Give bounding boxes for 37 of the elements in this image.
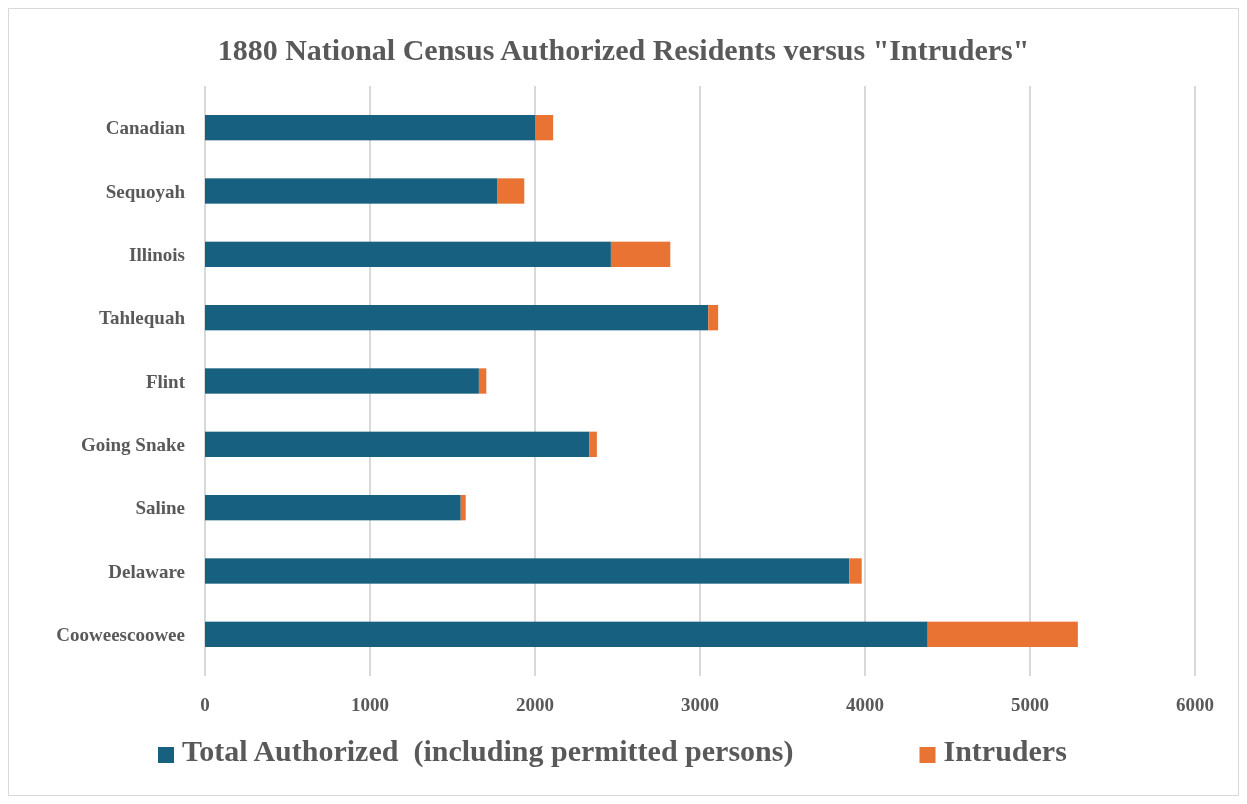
bar — [497, 178, 525, 204]
y-tick-label: Delaware — [108, 560, 185, 582]
bar — [589, 431, 597, 457]
legend-label: Intruders — [943, 734, 1067, 767]
bar — [205, 431, 590, 457]
bar — [205, 115, 535, 141]
y-tick-label: Cooweescoowee — [56, 623, 185, 645]
bar — [205, 178, 498, 204]
legend-label: Total Authorized (including permitted persons) — [182, 734, 794, 768]
x-tick-label: 0 — [200, 694, 210, 715]
bar — [205, 368, 479, 394]
bar — [849, 558, 862, 584]
bar — [205, 495, 461, 521]
bar — [478, 368, 487, 394]
x-tick-label: 2000 — [516, 694, 554, 715]
y-tick-label: Canadian — [105, 117, 186, 139]
y-tick-label: Going Snake — [80, 433, 185, 455]
x-tick-label: 4000 — [846, 694, 884, 715]
x-tick-label: 5000 — [1011, 694, 1049, 715]
bar — [460, 495, 466, 521]
bar — [205, 621, 928, 647]
chart-title: 1880 National Census Authorized Residents versus "Intruders" — [217, 33, 1030, 66]
bar — [205, 305, 709, 331]
y-tick-label: Sequoyah — [105, 180, 186, 202]
x-tick-label: 6000 — [1176, 694, 1214, 715]
x-tick-label: 1000 — [351, 694, 389, 715]
y-tick-label: Tahlequah — [99, 307, 186, 329]
bar — [927, 621, 1078, 647]
bar — [708, 305, 719, 331]
bar — [205, 241, 611, 267]
y-tick-label: Flint — [145, 370, 186, 392]
bar — [205, 558, 850, 584]
bar — [610, 241, 671, 267]
y-tick-label: Illinois — [129, 243, 185, 265]
x-tick-label: 3000 — [681, 694, 719, 715]
y-tick-label: Saline — [135, 497, 185, 519]
bar — [535, 115, 554, 141]
